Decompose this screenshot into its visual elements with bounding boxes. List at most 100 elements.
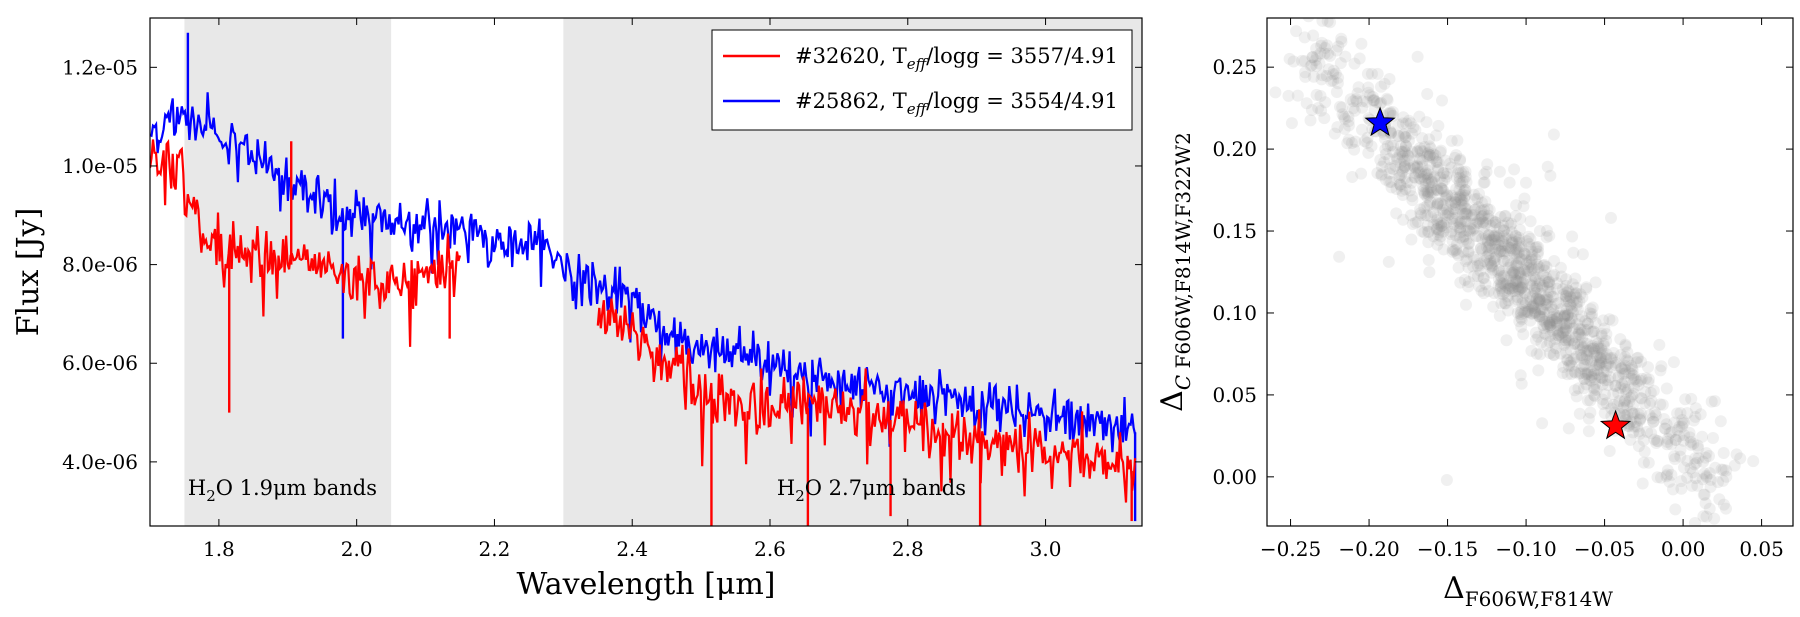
scatter-point	[1471, 259, 1484, 272]
scatter-point	[1540, 231, 1553, 244]
scatter-point	[1464, 225, 1476, 238]
scatter-point	[1504, 258, 1517, 271]
spectrum-x-tick-label: 2.4	[616, 537, 648, 561]
scatter-point	[1560, 292, 1573, 305]
scatter-point	[1497, 245, 1510, 258]
scatter-point	[1676, 414, 1689, 426]
scatter-point	[1505, 234, 1518, 247]
scatter-point	[1699, 451, 1712, 464]
scatter-point	[1543, 315, 1556, 328]
scatter-point	[1478, 176, 1491, 189]
scatter-point	[1498, 255, 1511, 267]
scatter-point	[1324, 18, 1337, 29]
scatter-point	[1697, 455, 1710, 468]
scatter-point	[1546, 270, 1559, 283]
scatter-point	[1617, 401, 1630, 414]
legend-box	[711, 29, 1133, 131]
scatter-point	[1561, 368, 1574, 381]
scatter-point	[1511, 280, 1524, 293]
scatter-point	[1453, 217, 1466, 230]
scatter-point	[1553, 309, 1566, 322]
scatter-point	[1671, 407, 1684, 420]
scatter-point	[1479, 195, 1492, 208]
scatter-point	[1457, 245, 1470, 258]
scatter-point	[1585, 365, 1598, 378]
scatter-point	[1645, 394, 1658, 407]
spectrum-y-tick-label: 1.0e-05	[62, 154, 138, 178]
scatter-point	[1473, 217, 1486, 230]
scatter-point	[1642, 361, 1654, 374]
scatter-point	[1515, 311, 1528, 324]
scatter-point	[1454, 203, 1467, 216]
scatter-point	[1704, 480, 1717, 493]
scatter-point	[1371, 67, 1384, 80]
scatter-point	[1514, 369, 1527, 382]
scatter-point	[1482, 209, 1495, 222]
scatter-point	[1516, 304, 1529, 317]
scatter-point	[1422, 254, 1435, 266]
scatter-point	[1467, 260, 1480, 273]
scatter-point	[1541, 291, 1554, 304]
scatter-point	[1698, 488, 1711, 501]
scatter-point	[1598, 322, 1611, 335]
scatter-point	[1476, 210, 1489, 223]
scatter-point	[1497, 235, 1510, 248]
scatter-point	[1445, 225, 1458, 238]
scatter-point	[1373, 97, 1386, 110]
spectrum-line-32620-seg-0	[150, 139, 462, 347]
scatter-point	[1446, 245, 1459, 258]
scatter-panel: −0.25 −0.20 −0.15 −0.10 −0.05 0.00 0.05 0.00 0.0…	[1155, 17, 1794, 611]
scatter-point	[1561, 309, 1574, 322]
scatter-point	[1333, 250, 1346, 263]
scatter-point	[1419, 209, 1432, 222]
scatter-point	[1422, 225, 1435, 238]
scatter-point	[1339, 50, 1352, 63]
scatter-point	[1398, 160, 1411, 173]
scatter-point	[1483, 240, 1495, 253]
scatter-point	[1498, 247, 1511, 260]
scatter-point	[1494, 245, 1507, 258]
scatter-point	[1497, 224, 1510, 237]
spectrum-y-tick-label: 8.0e-06	[62, 253, 138, 277]
scatter-point	[1521, 305, 1534, 318]
scatter-point	[1614, 381, 1627, 394]
scatter-point	[1509, 210, 1522, 223]
scatter-point	[1396, 117, 1409, 130]
scatter-x-tick-label: −0.20	[1338, 537, 1399, 561]
scatter-point	[1551, 312, 1564, 325]
scatter-point	[1605, 402, 1618, 415]
scatter-point	[1368, 94, 1381, 107]
scatter-point	[1493, 309, 1506, 322]
scatter-point	[1451, 238, 1463, 251]
scatter-point	[1554, 261, 1567, 274]
scatter-point	[1494, 276, 1507, 289]
scatter-point	[1448, 244, 1461, 257]
scatter-point	[1474, 213, 1487, 226]
scatter-point	[1422, 185, 1435, 198]
scatter-point	[1512, 241, 1525, 254]
scatter-point	[1413, 110, 1426, 123]
scatter-point	[1422, 176, 1435, 189]
scatter-point	[1396, 165, 1409, 178]
scatter-point	[1622, 383, 1635, 396]
scatter-point	[1557, 326, 1570, 339]
scatter-point	[1607, 388, 1620, 401]
scatter-point	[1390, 207, 1403, 220]
scatter-point	[1304, 59, 1317, 72]
scatter-point	[1600, 334, 1613, 347]
scatter-point	[1575, 323, 1588, 336]
scatter-point	[1506, 285, 1519, 298]
scatter-point	[1512, 246, 1524, 259]
scatter-point	[1691, 479, 1704, 492]
scatter-point	[1526, 262, 1539, 275]
scatter-point	[1595, 353, 1608, 366]
scatter-point	[1660, 382, 1673, 395]
scatter-point	[1667, 483, 1679, 496]
scatter-point	[1687, 437, 1700, 450]
scatter-point	[1431, 238, 1444, 251]
scatter-point	[1623, 395, 1636, 408]
scatter-point	[1444, 228, 1457, 241]
scatter-point	[1427, 151, 1440, 164]
scatter-point	[1506, 276, 1519, 289]
scatter-point	[1499, 209, 1512, 222]
